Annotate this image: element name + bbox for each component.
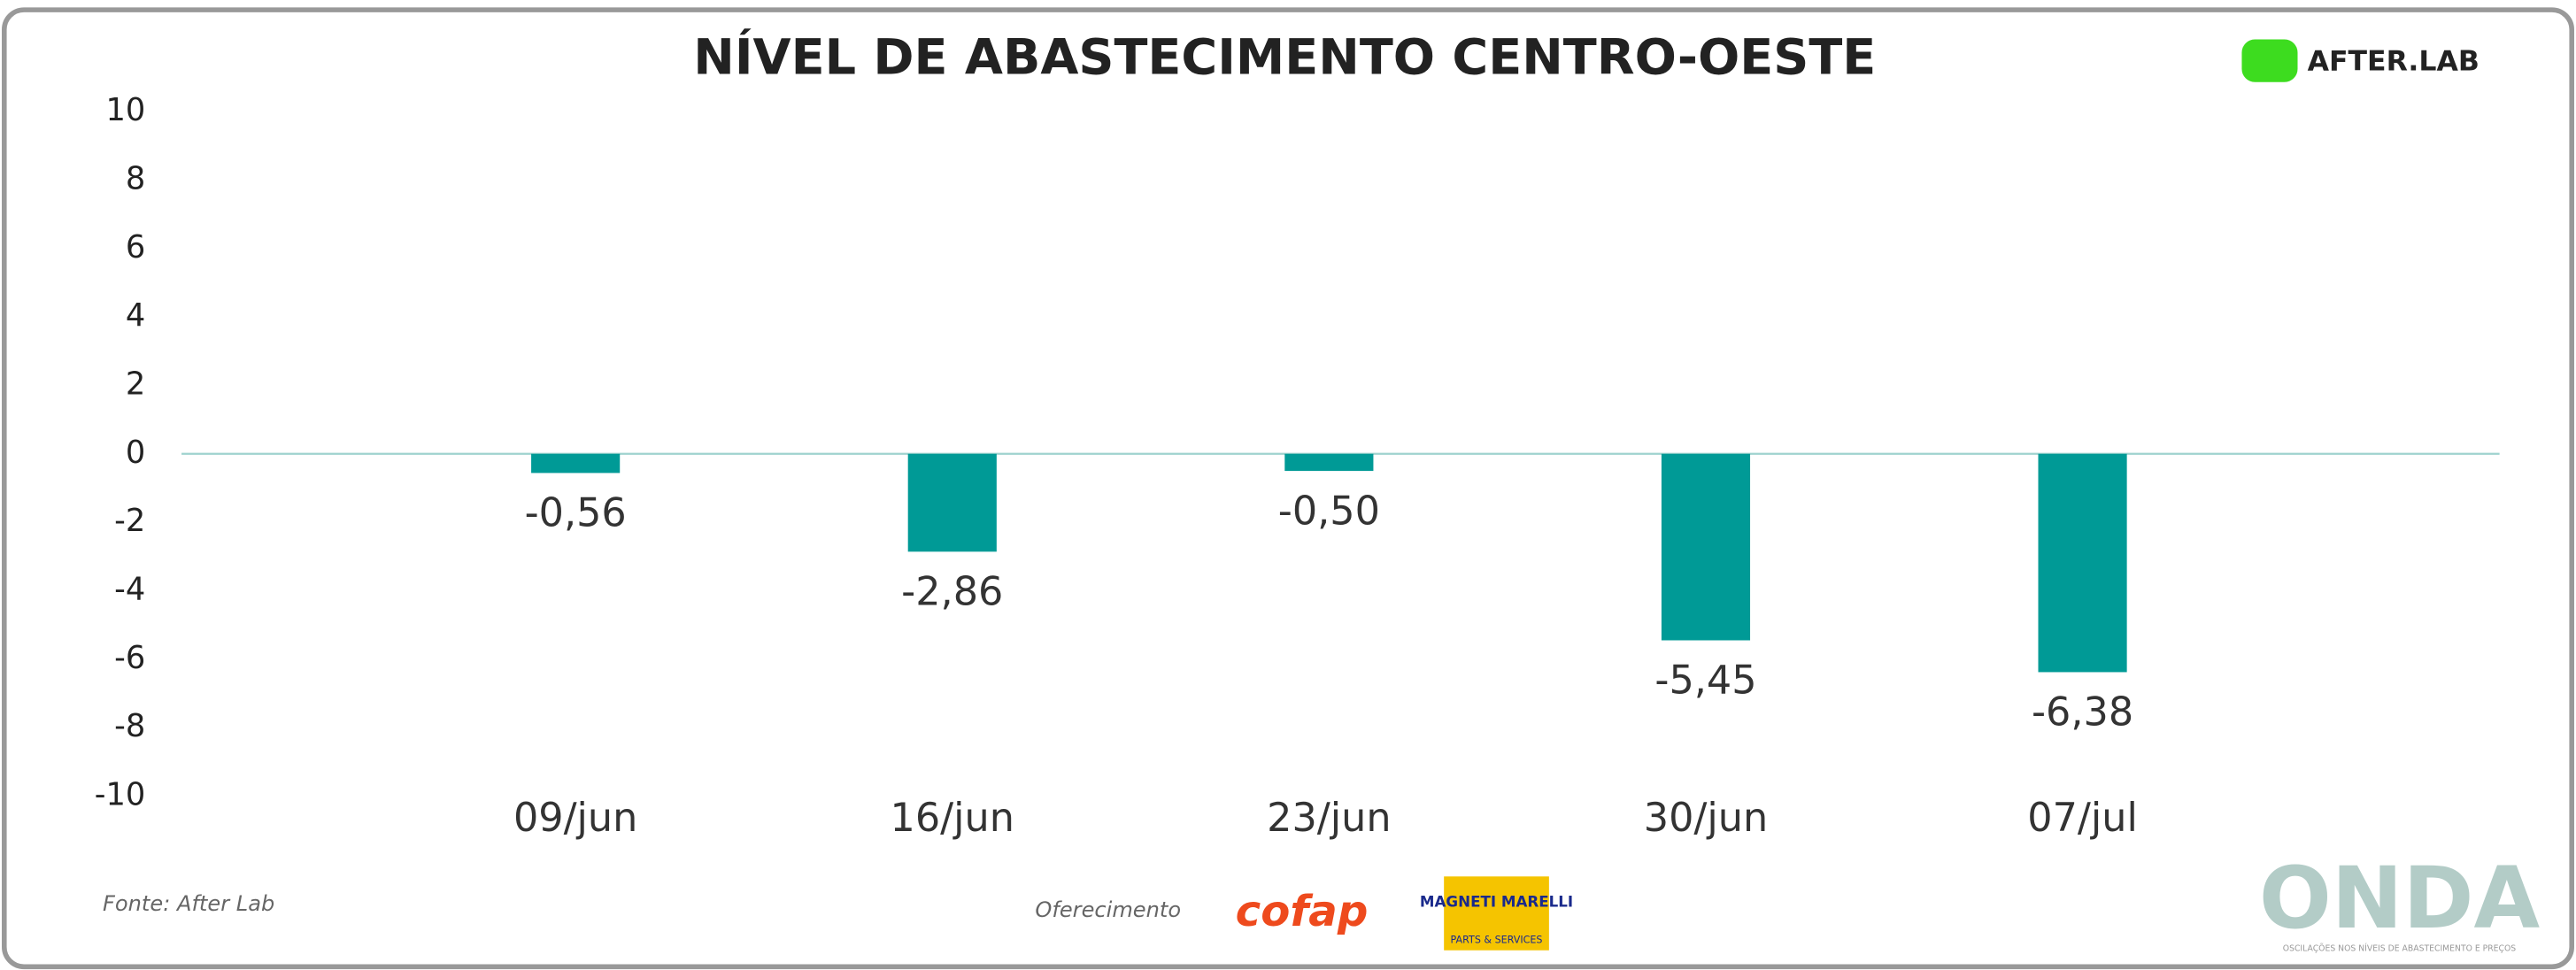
x-tick-label: 16/jun [891, 796, 1014, 841]
bar [1284, 453, 1374, 472]
y-tick-label: -8 [114, 708, 145, 744]
bar [1661, 453, 1751, 641]
y-tick-label: 6 [126, 229, 145, 266]
magneti-sub: PARTS & SERVICES [1451, 935, 1543, 946]
value-label: -0,56 [525, 491, 627, 536]
chart-title: NÍVEL DE ABASTECIMENTO CENTRO-OESTE [693, 28, 1876, 87]
cofap-logo: cofap [1236, 887, 1369, 936]
afterlab-logo: AFTER.LAB [2308, 45, 2480, 77]
sponsor: Oferecimento [1035, 897, 1181, 922]
y-tick-label: 2 [126, 366, 145, 402]
value-label: -6,38 [2032, 690, 2133, 735]
bar [531, 453, 621, 473]
onda-logo: ONDA [2259, 848, 2541, 948]
bar [2038, 453, 2127, 673]
value-label: -2,86 [901, 570, 1003, 615]
value-label: -5,45 [1654, 658, 1756, 704]
x-tick-label: 30/jun [1644, 796, 1768, 841]
frame [2, 7, 2574, 970]
y-tick-label: -2 [114, 503, 145, 539]
magneti-box [1444, 876, 1549, 951]
y-tick-label: -4 [114, 571, 145, 607]
y-tick-label: 0 [126, 435, 145, 471]
magneti-logo: MAGNETI MARELLI [1420, 893, 1573, 910]
y-tick-label: 4 [126, 297, 145, 334]
y-tick-label: 10 [105, 92, 145, 128]
onda-sub: OSCILAÇÕES NOS NÍVEIS DE ABASTECIMENTO E… [2283, 943, 2517, 953]
y-tick-label: -10 [95, 776, 146, 812]
x-tick-label: 23/jun [1267, 796, 1391, 841]
y-tick-label: -6 [114, 640, 145, 676]
y-tick-label: 8 [126, 160, 145, 196]
source: Fonte: After Lab [103, 891, 274, 916]
bar [907, 453, 997, 552]
afterlab-icon [2241, 39, 2298, 82]
value-label: -0,50 [1278, 489, 1380, 534]
x-tick-label: 07/jul [2027, 796, 2138, 841]
x-tick-label: 09/jun [513, 796, 637, 841]
